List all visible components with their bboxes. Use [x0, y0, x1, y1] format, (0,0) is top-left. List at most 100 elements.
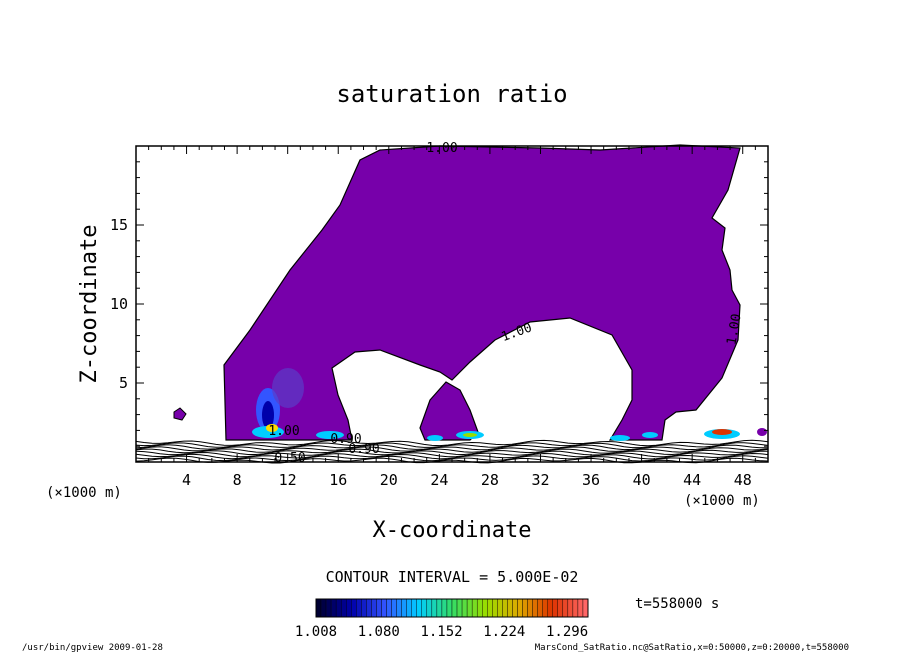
colorbar-segment — [492, 598, 498, 618]
colorbar-segment — [381, 598, 387, 618]
colorbar-segment — [356, 598, 362, 618]
colorbar-tick-label: 1.296 — [546, 624, 588, 640]
x-tick-label: 8 — [233, 471, 242, 489]
chart-title: saturation ratio — [336, 80, 567, 108]
x-tick-label: 28 — [481, 471, 499, 489]
colorbar-segment — [330, 598, 337, 618]
y-axis-label: Z-coordinate — [77, 225, 102, 384]
x-tick-label: 44 — [683, 471, 701, 489]
colorbar-segment — [487, 598, 493, 618]
surface-contour-line — [135, 444, 768, 451]
y-tick-label: 10 — [110, 295, 128, 313]
colorbar-segment — [396, 598, 402, 618]
small-blob — [173, 407, 187, 421]
colorbar-segment — [411, 598, 417, 618]
colorbar-segment — [557, 598, 564, 618]
saturated-region — [223, 144, 741, 441]
plot-area: 1.00 1.00 1.00 1.00 0.90 0.90 0.50 4 8 12 1… — [110, 141, 769, 489]
surface-contours — [135, 439, 769, 464]
x-tick-labels: 4 8 12 16 20 24 28 32 36 40 44 48 — [182, 471, 752, 489]
colorbar-segment — [542, 598, 548, 618]
colorbar-segment — [441, 598, 448, 618]
colorbar-segment — [421, 598, 428, 618]
y-axis-ticks — [136, 161, 768, 447]
colorbar-segment — [537, 598, 543, 618]
colorbar-frame — [315, 598, 589, 618]
colorbar-tick-label: 1.080 — [358, 624, 400, 640]
colorbar-segment — [351, 598, 357, 618]
x-tick-label: 20 — [380, 471, 398, 489]
x-tick-label: 40 — [633, 471, 651, 489]
colorbar-segment — [482, 598, 488, 618]
x-tick-label: 48 — [734, 471, 752, 489]
x-tick-label: 36 — [582, 471, 600, 489]
colorbar-labels: 1.008 1.080 1.152 1.224 1.296 — [295, 624, 588, 640]
y-tick-labels: 5 10 15 — [110, 216, 128, 392]
colorbar-segment — [532, 598, 538, 618]
colorbar-segment — [371, 598, 377, 618]
colorbar-segment — [497, 598, 503, 618]
colorbar-segment — [346, 598, 352, 618]
contour-interval: CONTOUR INTERVAL = 5.000E-02 — [326, 568, 579, 586]
colorbar-segment — [386, 598, 392, 618]
colorbar-segment — [547, 598, 553, 618]
colorbar-segment — [471, 598, 478, 618]
colorbar-segment — [461, 598, 468, 618]
x-axis-ticks — [148, 146, 756, 462]
colorbar-segment — [320, 598, 327, 618]
patch-6-core — [463, 433, 477, 437]
colorbar-segment — [335, 598, 342, 618]
patch-8 — [610, 435, 630, 441]
x-tick-label: 24 — [430, 471, 448, 489]
patch-3 — [266, 424, 278, 432]
colorbar-tick-label: 1.008 — [295, 624, 337, 640]
y-tick-label: 5 — [119, 374, 128, 392]
surface-contour-line — [135, 439, 769, 447]
colorbar-tick-label: 1.224 — [483, 624, 525, 640]
y-tick-label: 15 — [110, 216, 128, 234]
colorbar-segment — [502, 598, 508, 618]
colorbar-segment — [451, 598, 458, 618]
x-unit-right: (×1000 m) — [684, 493, 760, 509]
colorbar-segment — [436, 598, 443, 618]
colorbar-segment — [366, 598, 372, 618]
patch-4 — [272, 368, 304, 408]
colorbar-segment — [340, 598, 347, 618]
x-tick-label: 4 — [182, 471, 191, 489]
colorbar-segment — [512, 598, 518, 618]
colorbar-segment — [391, 598, 397, 618]
colorbar-segment — [577, 598, 584, 618]
colorbar-segment — [572, 598, 579, 618]
contour-label-right: 1.00 — [724, 313, 744, 346]
patch-10-core — [712, 429, 732, 435]
supersaturation-patches — [252, 368, 767, 441]
colorbar-segment — [431, 598, 438, 618]
colorbar — [315, 598, 589, 618]
patch-1-core — [262, 401, 274, 429]
colorbar-segment — [522, 598, 528, 618]
x-tick-label: 16 — [329, 471, 347, 489]
colorbar-segment — [466, 598, 473, 618]
colorbar-segment — [527, 598, 533, 618]
colorbar-segment — [517, 598, 523, 618]
colorbar-segment — [456, 598, 463, 618]
colorbar-segment — [426, 598, 433, 618]
time-label: t=558000 s — [635, 596, 719, 612]
colorbar-tick-label: 1.152 — [420, 624, 462, 640]
contour-label-low-2: 0.90 — [330, 432, 361, 447]
colorbar-segment — [401, 598, 407, 618]
patch-5 — [316, 431, 344, 439]
colorbar-segment — [507, 598, 513, 618]
x-tick-label: 32 — [531, 471, 549, 489]
footer-left: /usr/bin/gpview 2009-01-28 — [22, 643, 163, 653]
x-unit-left: (×1000 m) — [46, 485, 122, 501]
surface-contour-line — [135, 450, 768, 458]
colorbar-segment — [476, 598, 483, 618]
contour-label-low-4: 0.50 — [274, 451, 305, 466]
colorbar-segment — [562, 598, 569, 618]
patch-11 — [757, 428, 767, 436]
surface-contour-line — [135, 442, 769, 449]
surface-contour-line — [135, 446, 769, 453]
patch-9 — [642, 432, 658, 438]
